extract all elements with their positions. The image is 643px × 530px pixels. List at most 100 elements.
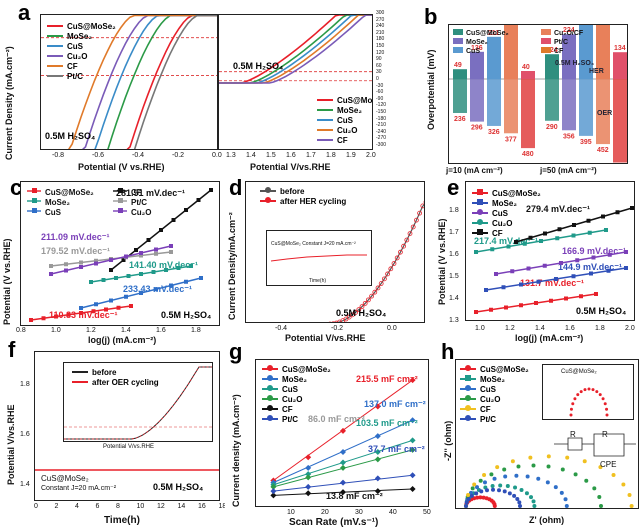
panel-c-legend-label: CuS@MoSe₂ [45, 188, 94, 197]
panel-e-marker [490, 247, 495, 252]
panel-h-inset-marker [591, 388, 595, 392]
panel-b-legend-label: CF [554, 48, 564, 55]
panel-b-oer-bar [504, 79, 518, 134]
panel-c-marker [139, 251, 143, 255]
panel-c-legend-marker [118, 208, 123, 213]
panel-g-xtick: 10 [287, 509, 295, 516]
panel-e-marker [575, 258, 580, 263]
panel-h-nyquist-marker [474, 491, 479, 496]
panel-h-legend-label: MoSe₂ [480, 374, 505, 384]
panel-g-marker [374, 488, 381, 495]
panel-h-circuit-r1: R [570, 430, 576, 439]
panel-a-left-xtick: -0.2 [172, 152, 185, 159]
panel-e-ytick: 1.5 [449, 273, 459, 280]
panel-d-legend: before after HER cycling [260, 186, 346, 206]
panel-e-legend-label: CuS@MoSe₂ [492, 188, 541, 198]
panel-h: h -Z'' (ohm) CuS@MoSe₂ MoSe₂ CuS Cu₂O CF Pt/C… [435, 341, 643, 530]
panel-c-slope-label: 179.52 mV.dec⁻¹ [41, 246, 110, 256]
panel-c-ylabel: Potential (V vs.RHE) [2, 238, 12, 325]
panel-c-marker [171, 218, 176, 222]
panel-g-cdl-label: 137.0 mF cm⁻² [364, 399, 426, 409]
panel-e-xtick: 1.2 [505, 325, 515, 332]
panel-a-left-xtick: -0.6 [92, 152, 105, 159]
panel-e-marker [501, 285, 506, 290]
panel-a-right-xtick: 1.7 [306, 152, 316, 159]
panel-c-legend-label: CuS [45, 208, 62, 217]
panel-f-inset-legend-swatch [72, 381, 88, 383]
panel-e-legend-swatch [472, 219, 488, 225]
panel-h-inset-legend: CuS@MoSe₂ [561, 369, 597, 375]
panel-a-right-xtick: 1.4 [246, 152, 256, 159]
panel-g-marker [270, 483, 277, 490]
panel-g-ylabel: Current density (mA.cm⁻²) [231, 394, 241, 507]
panel-e-marker [557, 227, 562, 232]
panel-a-ylabel: Current Density (mA.cm⁻²) [4, 46, 14, 160]
panel-c-marker [196, 198, 201, 202]
panel-e-legend-marker [477, 229, 483, 235]
panel-e-marker [607, 252, 612, 257]
panel-a-right-ytick: -120 [376, 102, 387, 109]
panel-h-legend-item: CF [460, 404, 529, 414]
panel-e-marker [489, 307, 493, 312]
panel-b-oer-value: 377 [505, 136, 517, 143]
panel-h-nyquist-marker [469, 493, 474, 498]
panel-g-legend-label: CF [282, 404, 293, 414]
panel-d-legend-item: after HER cycling [260, 196, 346, 206]
panel-a-left-legend-swatch [47, 75, 63, 77]
panel-e-ytick: 1.6 [449, 251, 459, 258]
panel-d-inset: CuS@MoSe₂ Constant J=20 mA.cm⁻² Time(h) [266, 230, 372, 286]
panel-h-inset-marker [605, 407, 609, 411]
panel-a-right-legend-swatch [317, 109, 333, 111]
panel-h-nyquist-marker [512, 493, 517, 498]
panel-b-her-value: 211 [488, 30, 499, 37]
panel-d-inset-xlabel: Time(h) [309, 278, 327, 284]
panel-h-nyquist-marker [518, 504, 522, 508]
panel-c-xtick: 0.8 [16, 327, 26, 334]
panel-h-legend-item: MoSe₂ [460, 374, 529, 384]
panel-b-oer-value: 452 [597, 147, 609, 154]
panel-d-after-marker [337, 319, 342, 322]
panel-g-letter: g [229, 339, 243, 364]
panel-a-left-legend: CuS@MoSe₂ MoSe₂ CuS Cu₂O CF Pt/C [47, 21, 116, 81]
panel-e-marker [526, 266, 531, 271]
panel-g-marker [409, 485, 416, 492]
panel-f-inset-legend-label: before [92, 367, 117, 377]
panel-a-right-legend-label: MoSe₂ [337, 105, 362, 115]
panel-a-right-ytick: -210 [376, 122, 387, 129]
panel-a-left-legend-label: MoSe₂ [67, 31, 92, 41]
panel-h-nyquist-marker [478, 495, 483, 500]
panel-e-marker [586, 218, 591, 223]
panel-e-marker [549, 298, 553, 303]
panel-e-marker [494, 272, 498, 276]
panel-h-nyquist-marker [592, 486, 597, 491]
panel-f-inset: before after OER cycling [63, 362, 213, 442]
panel-h-inset-svg [569, 387, 609, 417]
panel-d-note: 0.5M H₂SO₄ [336, 308, 387, 318]
panel-b-her-value: 49 [454, 62, 462, 69]
panel-c-marker [91, 309, 96, 314]
panel-c-marker [164, 268, 168, 272]
panel-h-legend-marker [465, 405, 471, 411]
panel-a-left-legend-swatch [47, 25, 63, 27]
panel-a-right-legend-item: CuS [317, 115, 372, 125]
panel-c-marker [169, 244, 173, 248]
panel-b-her-value: 40 [522, 64, 530, 71]
panel-e-legend-item: CuS [472, 208, 541, 218]
panel-h-nyquist-marker [553, 485, 558, 490]
panel-g-legend-swatch [262, 395, 278, 401]
panel-e-marker [504, 305, 508, 310]
panel-c-marker [66, 312, 71, 317]
panel-g-xtick: 40 [389, 509, 397, 516]
panel-e-legend-label: MoSe₂ [492, 198, 517, 208]
panel-h-inset-marker [595, 390, 599, 394]
panel-a-right-legend-item: CuS@MoSe₂ [317, 95, 372, 105]
panel-g-legend-marker [267, 405, 273, 411]
panel-g-legend-label: MoSe₂ [282, 374, 307, 384]
panel-a-xlabel-left: Potential (V vs.RHE) [78, 162, 165, 172]
panel-d-after-marker [410, 224, 416, 230]
panel-b-her-bar [545, 54, 559, 79]
panel-b-her-bar [613, 52, 627, 79]
panel-e-marker [519, 282, 523, 287]
panel-h-nyquist-marker [503, 474, 508, 479]
panel-f-xtick: 8 [116, 503, 120, 510]
